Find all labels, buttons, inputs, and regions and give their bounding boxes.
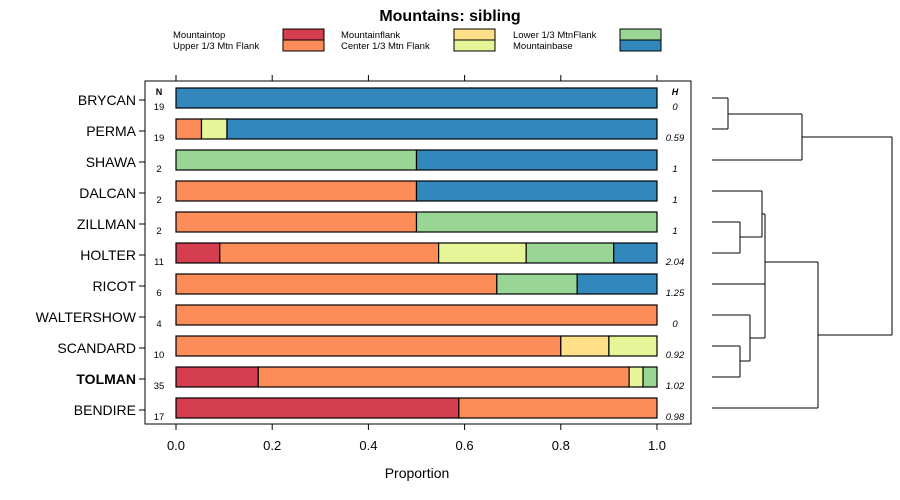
row-label: RICOT (92, 278, 136, 294)
bar-segment (175, 242, 221, 264)
dendrogram-branch (712, 283, 766, 378)
row-label: ZILLMAN (77, 216, 136, 232)
n-value: 4 (156, 319, 161, 330)
h-value: 0.59 (666, 133, 685, 144)
h-value: 1.25 (666, 288, 685, 299)
bar-segment (175, 211, 418, 233)
x-tick-label: 1.0 (648, 438, 666, 453)
bar-segment (608, 335, 658, 357)
n-value: 19 (154, 133, 165, 144)
x-tick-label: 0.0 (167, 438, 185, 453)
legend-label: Mountainbase (513, 41, 573, 52)
h-column-header: H (672, 87, 679, 97)
h-value: 1 (672, 226, 677, 237)
row-label: WALTERSHOW (36, 309, 137, 325)
h-value: 0.98 (666, 412, 685, 423)
x-tick-label: 0.4 (359, 438, 377, 453)
n-value: 2 (156, 226, 161, 237)
x-tick-label: 0.2 (263, 438, 281, 453)
legend-label: Mountaintop (173, 30, 225, 41)
bar-segment (613, 242, 658, 264)
dendrogram-branch (802, 136, 893, 336)
n-value: 35 (154, 381, 165, 392)
row-label: SCANDARD (57, 340, 136, 356)
bar-segment (496, 273, 578, 295)
legend-label: Upper 1/3 Mtn Flank (173, 41, 259, 52)
bar-segment (257, 366, 630, 388)
row-label: TOLMAN (76, 371, 136, 387)
n-column-header: N (156, 87, 163, 97)
legend-swatch (453, 28, 496, 41)
n-value: 2 (156, 195, 161, 206)
legend-swatch (619, 39, 662, 52)
n-value: 11 (154, 257, 164, 268)
bar-segment (576, 273, 658, 295)
bar-segment (200, 118, 228, 140)
bar-segment (415, 211, 658, 233)
dendrogram-branch (712, 190, 763, 254)
chart-title: Mountains: sibling (379, 8, 520, 25)
row-label: HOLTER (80, 247, 136, 263)
n-value: 6 (156, 288, 161, 299)
legend-swatch (282, 39, 325, 52)
legend-label: Lower 1/3 MtnFlank (513, 30, 597, 41)
n-value: 17 (154, 412, 165, 423)
legend-swatch (282, 28, 325, 41)
dendrogram-branch (712, 97, 803, 161)
row-label: BRYCAN (78, 92, 136, 108)
bar-segment (458, 397, 658, 419)
h-value: 0.92 (666, 350, 685, 361)
x-axis: 0.0 0.2 0.4 0.6 0.8 1.0 (167, 75, 666, 453)
legend-swatch (453, 39, 496, 52)
row-label: SHAWA (86, 154, 137, 170)
bar-segment (175, 149, 418, 171)
bar-segment (438, 242, 527, 264)
bar-segment (175, 118, 203, 140)
legend-swatch (619, 28, 662, 41)
plot-frame (144, 80, 692, 425)
bar-segment (175, 304, 658, 326)
bar-segment (415, 180, 658, 202)
row-label: DALCAN (79, 185, 136, 201)
bar-segment (175, 397, 460, 419)
n-value: 10 (154, 350, 165, 361)
bar-segment (415, 149, 658, 171)
n-value: 19 (154, 102, 165, 113)
h-value: 1 (672, 195, 677, 206)
bar-segment (175, 335, 562, 357)
bar-segment (175, 87, 658, 109)
bar-segment (219, 242, 440, 264)
bar-rows: BRYCAN 19 0 PERMA 19 0.59 SHAWA 2 1 DALCAN 2 1 ZILLM… (36, 87, 685, 423)
x-axis-label: Proportion (385, 465, 450, 481)
bar-segment (642, 366, 658, 388)
bar-segment (175, 366, 259, 388)
x-tick-label: 0.6 (456, 438, 474, 453)
h-value: 2.04 (665, 257, 685, 268)
bar-segment (628, 366, 644, 388)
h-value: 1.02 (666, 381, 685, 392)
h-value: 1 (672, 164, 677, 175)
n-value: 2 (156, 164, 161, 175)
x-tick-label: 0.8 (552, 438, 570, 453)
h-value: 0 (672, 319, 678, 330)
row-label: PERMA (86, 123, 136, 139)
dendrogram (712, 97, 893, 409)
bar-segment (175, 273, 498, 295)
bar-segment (175, 180, 418, 202)
bar-segment (226, 118, 658, 140)
legend-label: Center 1/3 Mtn Flank (341, 41, 430, 52)
bar-segment (525, 242, 615, 264)
dendrogram-branch (712, 213, 819, 409)
h-value: 0 (672, 102, 678, 113)
legend-label: Mountainflank (341, 30, 400, 41)
bar-segment (560, 335, 610, 357)
row-label: BENDIRE (74, 402, 136, 418)
